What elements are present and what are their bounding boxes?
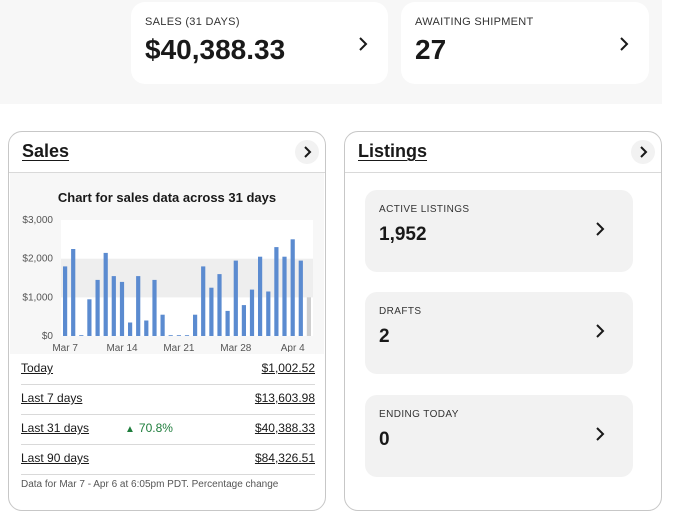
percentage-change: ▲ 70.8% — [125, 421, 173, 435]
chart-bar — [241, 305, 246, 336]
listings-card-title[interactable]: Listings — [358, 141, 428, 161]
chevron-right-icon[interactable] — [591, 425, 609, 443]
tile-label: DRAFTS — [379, 306, 422, 317]
chart-bar — [258, 256, 263, 336]
sales-row-value[interactable]: $40,388.33 — [254, 421, 315, 435]
sales-bar-chart: $0 $1,000 $2,000 $3,000 Mar 7 Mar 14 Mar 21 Ma… — [22, 215, 313, 352]
sales-row-label[interactable]: Last 90 days — [21, 451, 90, 465]
chart-bar — [63, 266, 68, 336]
chart-bar — [290, 239, 295, 336]
chart-bar — [217, 274, 222, 336]
tile-value: 2 — [379, 326, 390, 347]
tile-label: ACTIVE LISTINGS — [379, 204, 470, 215]
chevron-right-icon[interactable] — [591, 220, 609, 238]
chart-bar — [144, 320, 149, 336]
chevron-right-icon[interactable] — [354, 35, 372, 53]
chart-bar — [111, 276, 116, 336]
listings-card: Listings ACTIVE LISTINGS 1,952 DRAFTS 2 … — [344, 131, 662, 511]
kpi-awaiting-label: AWAITING SHIPMENT — [415, 16, 534, 28]
chart-band — [61, 297, 313, 336]
chart-bar — [176, 335, 181, 336]
tile-value: 1,952 — [379, 224, 427, 245]
sales-row-value[interactable]: $13,603.98 — [254, 391, 315, 405]
chevron-right-icon — [304, 146, 312, 158]
chart-band — [61, 220, 313, 259]
chart-bar — [136, 276, 141, 336]
kpi-awaiting-value: 27 — [415, 34, 447, 65]
sales-row-today[interactable]: Today $1,002.52 — [21, 354, 315, 385]
chart-bar — [168, 335, 173, 336]
chart-bar — [87, 299, 92, 336]
kpi-sales[interactable]: SALES (31 DAYS) $40,388.33 — [131, 2, 388, 84]
sales-row-last-31-days[interactable]: Last 31 days ▲ 70.8% $40,388.33 — [21, 414, 315, 445]
chart-bar — [128, 322, 133, 336]
chart-bar — [233, 260, 238, 336]
kpi-sales-value: $40,388.33 — [145, 34, 286, 65]
chart-bar — [209, 287, 214, 336]
sales-row-label[interactable]: Today — [21, 361, 54, 375]
sales-row-value[interactable]: $1,002.52 — [261, 361, 315, 375]
chart-bar — [103, 252, 108, 336]
tile-label: ENDING TODAY — [379, 409, 459, 420]
tile-ending-today[interactable]: ENDING TODAY 0 — [365, 395, 633, 477]
x-tick-label: Mar 28 — [220, 343, 252, 352]
chart-bar — [201, 266, 206, 336]
chart-bar — [152, 279, 157, 336]
sales-row-label[interactable]: Last 31 days — [21, 421, 90, 435]
y-tick-label: $0 — [42, 331, 54, 342]
sales-row-value[interactable]: $84,326.51 — [254, 451, 315, 465]
chevron-right-icon — [640, 146, 648, 158]
sales-row-label[interactable]: Last 7 days — [21, 391, 83, 405]
sales-open-button[interactable] — [295, 140, 319, 164]
chart-bar — [71, 249, 76, 336]
kpi-sales-label: SALES (31 DAYS) — [145, 16, 240, 28]
x-tick-label: Apr 4 — [281, 343, 305, 352]
x-tick-label: Mar 21 — [163, 343, 195, 352]
chart-bar — [79, 335, 84, 336]
chart-title: Chart for sales data across 31 days — [57, 190, 277, 205]
y-tick-label: $3,000 — [22, 215, 53, 226]
chart-bar — [160, 314, 165, 336]
listings-card-divider — [345, 172, 661, 173]
chart-bar — [184, 335, 190, 336]
sales-row-last-7-days[interactable]: Last 7 days $13,603.98 — [21, 384, 315, 415]
up-arrow-icon: ▲ — [125, 424, 135, 435]
chart-bar — [95, 279, 100, 336]
sales-card: Sales Chart for sales data across 31 day… — [8, 131, 326, 511]
chart-bar — [274, 247, 279, 336]
chevron-right-icon[interactable] — [591, 322, 609, 340]
percentage-change-value: 70.8% — [138, 421, 173, 435]
sales-card-title[interactable]: Sales — [22, 141, 70, 161]
data-note: Data for Mar 7 - Apr 6 at 6:05pm PDT. Pe… — [21, 479, 279, 490]
kpi-awaiting-shipment[interactable]: AWAITING SHIPMENT 27 — [401, 2, 649, 84]
chart-bar — [193, 314, 198, 336]
chart-bar — [298, 260, 303, 336]
x-tick-label: Mar 7 — [52, 343, 78, 352]
tile-value: 0 — [379, 429, 390, 450]
chart-band — [61, 258, 313, 298]
tile-drafts[interactable]: DRAFTS 2 — [365, 292, 633, 374]
y-tick-label: $1,000 — [22, 292, 53, 303]
chart-bar — [282, 256, 287, 336]
chart-bar — [225, 310, 230, 336]
sales-card-divider — [9, 172, 325, 173]
sales-row-last-90-days[interactable]: Last 90 days $84,326.51 — [21, 444, 315, 475]
listings-open-button[interactable] — [631, 140, 655, 164]
chart-bar — [306, 297, 311, 336]
chart-bar — [119, 281, 125, 336]
chart-bar — [249, 289, 255, 336]
x-tick-label: Mar 14 — [106, 343, 138, 352]
chevron-right-icon[interactable] — [615, 35, 633, 53]
chart-bar — [266, 291, 271, 336]
tile-active-listings[interactable]: ACTIVE LISTINGS 1,952 — [365, 190, 633, 272]
y-tick-label: $2,000 — [22, 254, 53, 265]
